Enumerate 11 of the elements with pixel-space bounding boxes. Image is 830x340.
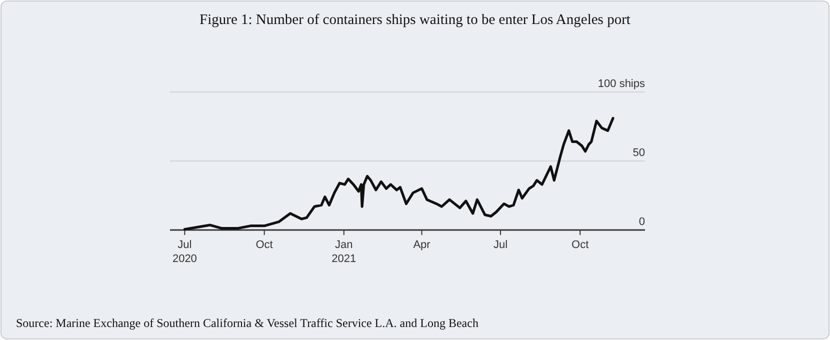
x-tick-label: Jul (493, 239, 508, 251)
x-tick-label: Jan 2021 (332, 239, 356, 265)
chart-title: Figure 1: Number of containers ships waiting to be enter Los Angeles port (200, 12, 630, 28)
x-tick-label: Apr (413, 239, 431, 251)
y-tick-label: 50 (632, 147, 645, 159)
x-tick-label: Oct (256, 239, 273, 251)
source-note: Source: Marine Exchange of Southern California & Vessel Traffic Service L.A. and Long Beach (16, 316, 478, 330)
y-tick-label: 0 (638, 216, 645, 228)
x-tick-label: Jul 2020 (172, 239, 197, 265)
x-tick-label: Oct (572, 239, 589, 251)
y-tick-label: 100 ships (598, 78, 646, 90)
